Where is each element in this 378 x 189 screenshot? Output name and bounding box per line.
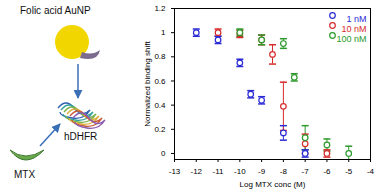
svg-text:0: 0 bbox=[161, 149, 166, 158]
svg-text:hDHFR: hDHFR bbox=[64, 131, 97, 142]
svg-text:1: 1 bbox=[161, 28, 166, 37]
svg-text:0.6: 0.6 bbox=[154, 77, 166, 86]
svg-text:0.2: 0.2 bbox=[154, 125, 166, 134]
svg-text:-8: -8 bbox=[280, 167, 288, 176]
svg-text:0.4: 0.4 bbox=[154, 101, 166, 110]
svg-text:-11: -11 bbox=[213, 167, 225, 176]
svg-text:-9: -9 bbox=[258, 167, 266, 176]
svg-text:-10: -10 bbox=[234, 167, 246, 176]
svg-text:10 nM: 10 nM bbox=[341, 24, 366, 34]
svg-text:MTX: MTX bbox=[14, 169, 35, 180]
svg-text:Log MTX conc (M): Log MTX conc (M) bbox=[240, 180, 306, 189]
svg-text:Folic acid AuNP: Folic acid AuNP bbox=[20, 5, 91, 16]
svg-text:-12: -12 bbox=[190, 167, 202, 176]
svg-text:-5: -5 bbox=[345, 167, 353, 176]
svg-text:-7: -7 bbox=[302, 167, 310, 176]
svg-text:-13: -13 bbox=[169, 167, 181, 176]
svg-text:0.8: 0.8 bbox=[154, 52, 166, 61]
svg-text:-4: -4 bbox=[367, 167, 375, 176]
svg-text:1.2: 1.2 bbox=[154, 4, 166, 13]
svg-text:1 nM: 1 nM bbox=[346, 14, 366, 24]
svg-text:Normalized binding shift: Normalized binding shift bbox=[143, 41, 152, 127]
svg-text:-6: -6 bbox=[323, 167, 331, 176]
svg-text:100 nM: 100 nM bbox=[336, 34, 366, 44]
